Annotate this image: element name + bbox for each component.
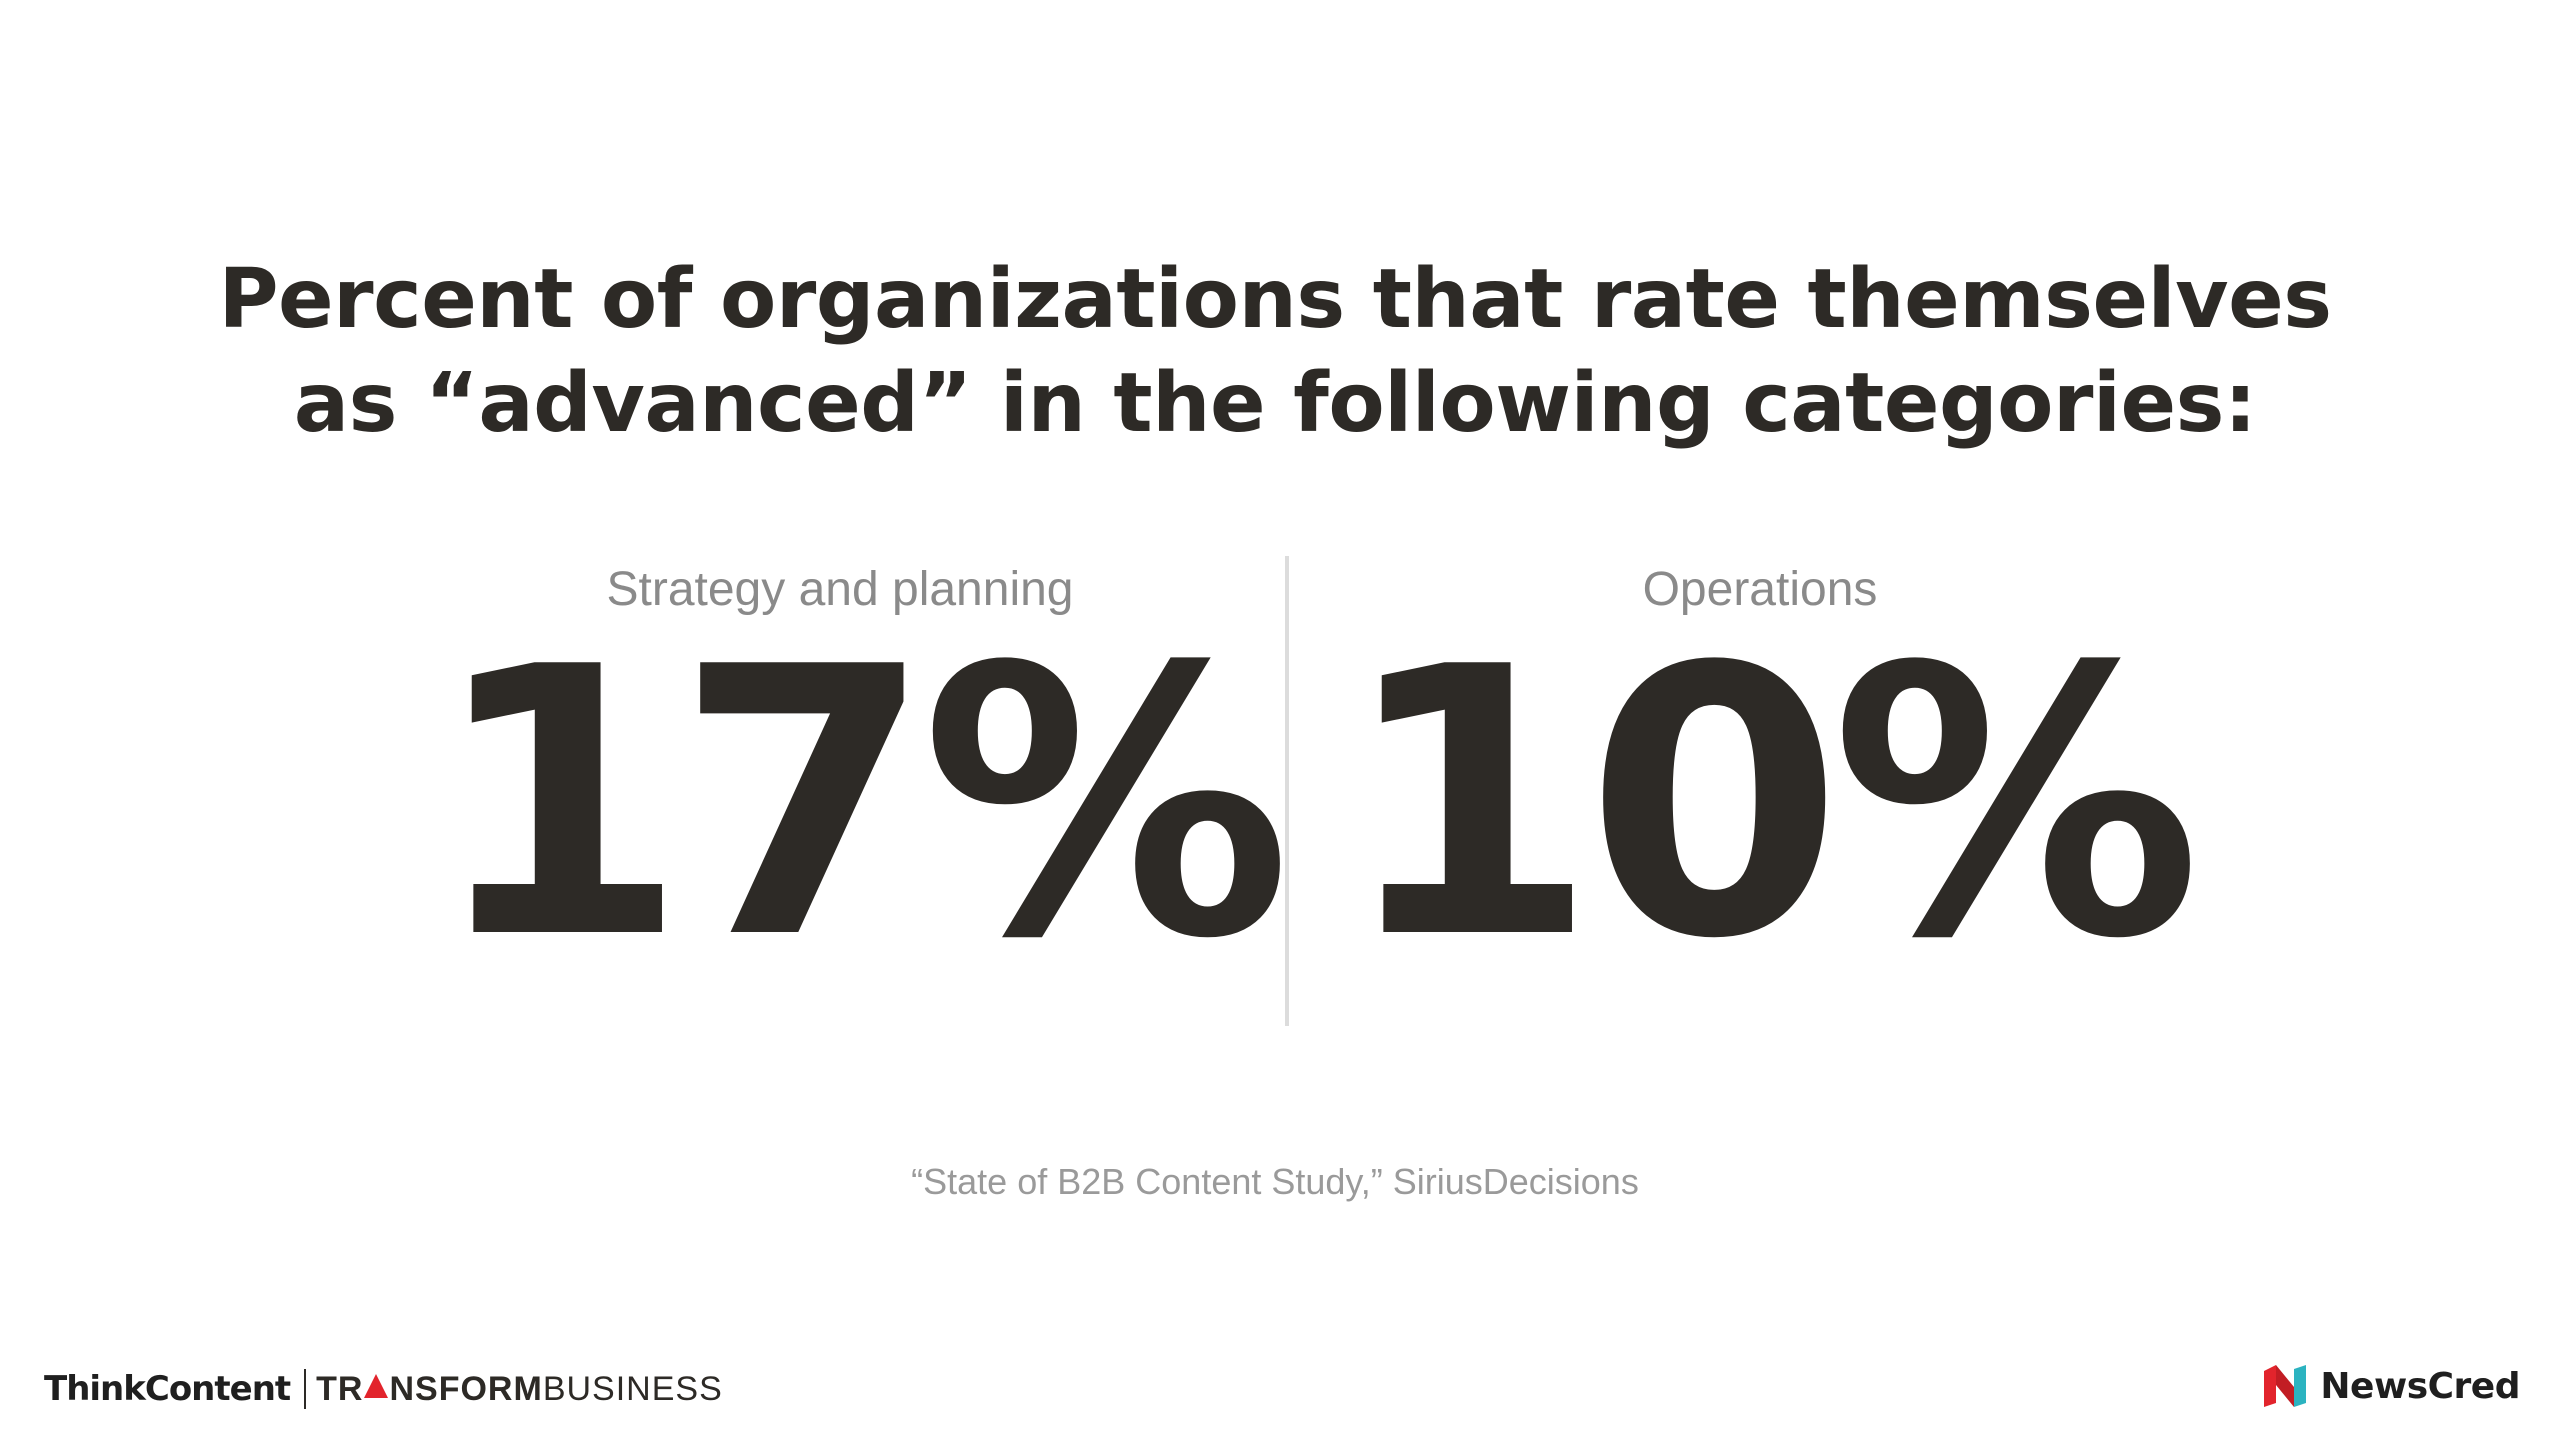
stat-operations: Operations 10% bbox=[1340, 560, 2202, 1020]
stat-value: 10% bbox=[1340, 590, 2202, 1020]
newscred-logo: NewsCred bbox=[2262, 1356, 2520, 1416]
stat-label: Operations bbox=[1642, 563, 1878, 616]
transform-wordmark: TR NSFORM bbox=[316, 1370, 543, 1409]
stat-strategy: Strategy and planning 17% bbox=[430, 560, 1292, 1020]
newscred-logo-icon bbox=[2264, 1365, 2307, 1407]
business-wordmark: BUSINESS bbox=[542, 1369, 723, 1408]
slide-title-line-1: Percent of organizations that rate thems… bbox=[218, 252, 2332, 347]
source-citation: “State of B2B Content Study,” SiriusDeci… bbox=[911, 1161, 1639, 1202]
slide-title: Percent of organizations that rate thems… bbox=[0, 248, 2550, 456]
think-content-wordmark: ThinkContent bbox=[44, 1369, 291, 1409]
logo-separator bbox=[304, 1369, 307, 1409]
divider bbox=[1285, 556, 1289, 1026]
transform-wordmark-part-1: TR bbox=[316, 1369, 364, 1408]
thinkcontent-transform-logo: ThinkContent TR NSFORM BUSINESS bbox=[44, 1364, 723, 1414]
stat-value: 17% bbox=[430, 590, 1292, 1020]
slide-title-line-2: as “advanced” in the following categorie… bbox=[293, 356, 2257, 451]
red-triangle-icon bbox=[364, 1373, 389, 1398]
stat-label: Strategy and planning bbox=[606, 563, 1074, 616]
transform-wordmark-part-2: NSFORM bbox=[389, 1369, 543, 1408]
newscred-wordmark: NewsCred bbox=[2320, 1365, 2520, 1407]
